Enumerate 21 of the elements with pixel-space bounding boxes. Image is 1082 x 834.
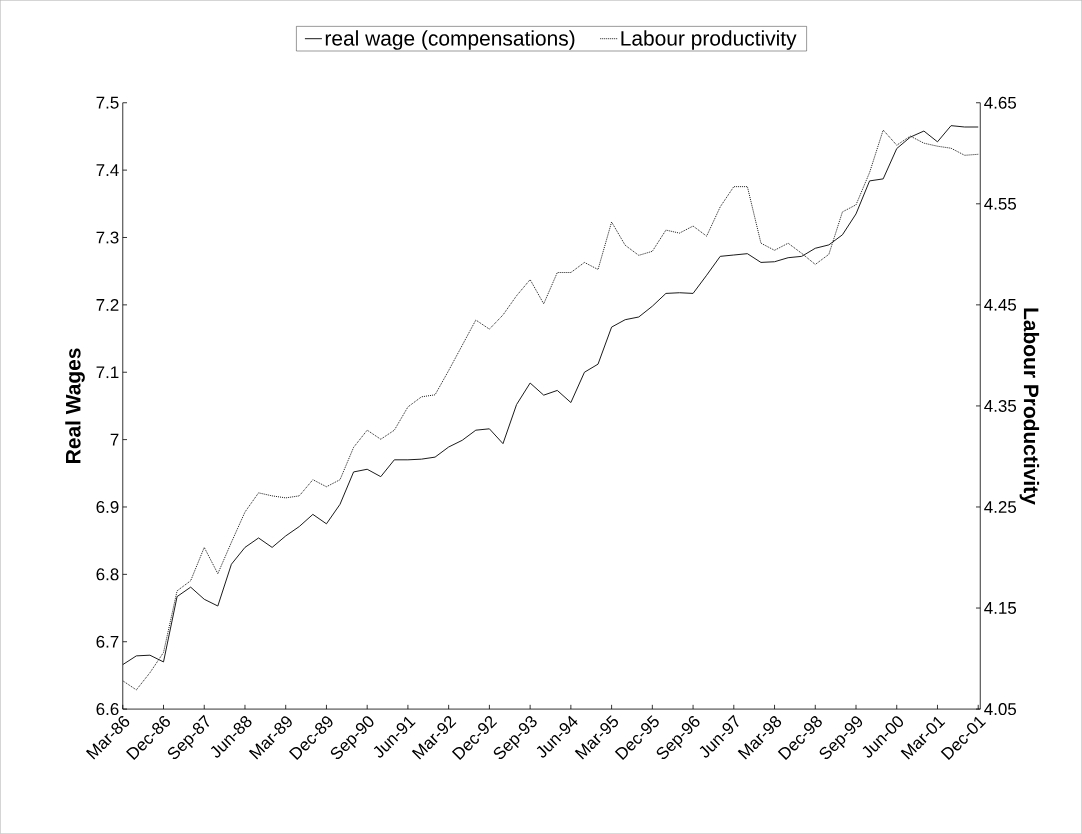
y2-tick-label: 4.45 [984, 299, 1017, 311]
y2-tick-label: 4.25 [984, 501, 1017, 514]
y2-tick-label: 4.65 [984, 96, 1017, 109]
y-axis-title: Real Wages [65, 348, 85, 463]
y-tick-label: 7.2 [96, 299, 119, 311]
y-tick-label: 7.4 [96, 164, 119, 177]
y-tick-label: 6.9 [96, 501, 119, 514]
y2-tick-label: 4.15 [984, 602, 1017, 615]
y2-tick-label: 4.55 [984, 197, 1017, 210]
legend-label: Labour productivity [621, 30, 797, 50]
y-tick-label: 6.6 [96, 703, 119, 716]
legend-label: real wage (compensations) [325, 30, 575, 50]
y-tick-label: 7.1 [96, 366, 119, 379]
y-tick-label: 7.3 [96, 231, 119, 244]
y2-tick-label: 4.05 [984, 703, 1017, 716]
y-tick-label: 7 [110, 433, 119, 446]
y2-tick-label: 4.35 [984, 399, 1017, 412]
y-tick-label: 6.8 [96, 568, 119, 581]
y2-axis-title: Labour Productivity [1019, 308, 1040, 505]
y-tick-label: 7.5 [96, 96, 119, 109]
y-tick-label: 6.7 [96, 635, 119, 648]
